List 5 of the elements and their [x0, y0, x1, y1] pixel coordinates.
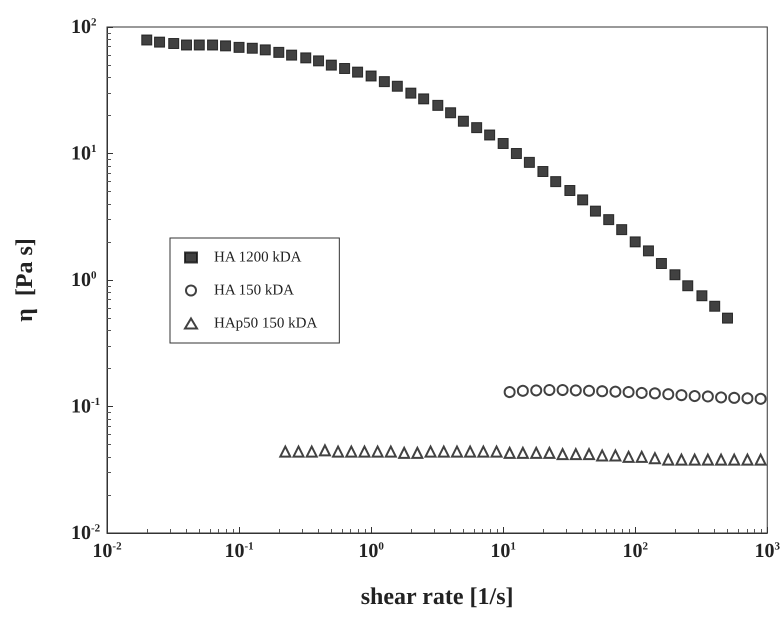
legend-label: HA 1200 kDA: [214, 250, 302, 266]
y-axis-title: η [Pa s]: [12, 238, 38, 322]
legend-label: HA 150 kDA: [214, 282, 294, 298]
x-axis-title: shear rate [1/s]: [360, 584, 514, 610]
legend-label: HAp50 150 kDA: [214, 316, 318, 332]
